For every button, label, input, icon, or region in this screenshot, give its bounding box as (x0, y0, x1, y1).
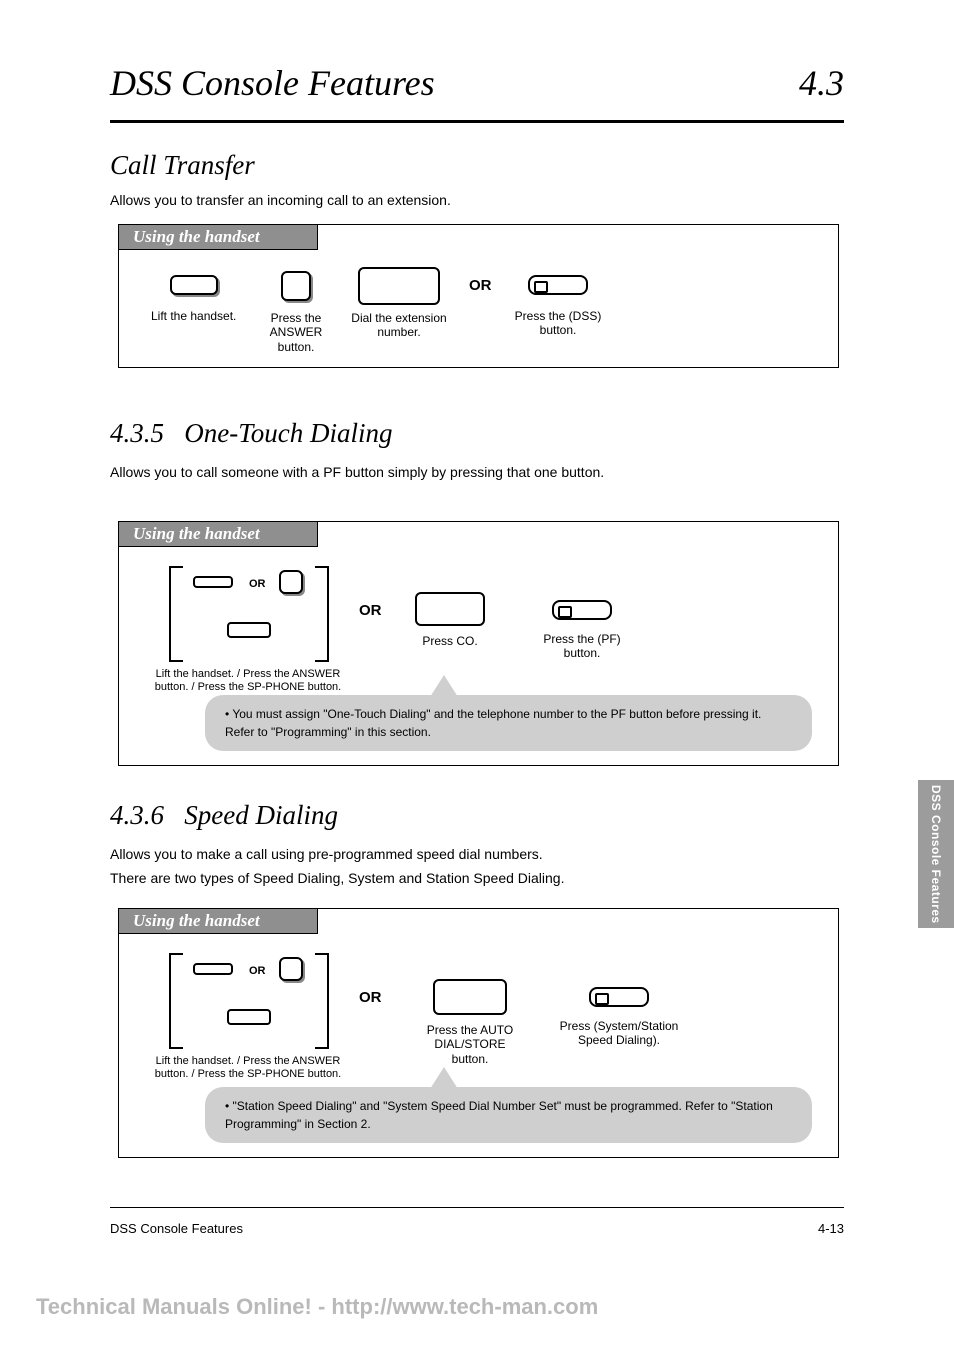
step-label: Press (System/Station Speed Dialing). (549, 1019, 689, 1048)
subsection3-heading: 4.3.6 Speed Dialing (110, 800, 338, 831)
answer-button-icon (279, 957, 303, 981)
handset-icon (193, 576, 233, 588)
step-label: Press CO. (415, 634, 485, 648)
step-label: Press the (PF) button. (537, 632, 627, 661)
s1a: Lift the handset. (156, 668, 234, 680)
step-2: Press CO. (415, 592, 485, 648)
dss-key-icon (528, 275, 588, 295)
subsection2-title: One-Touch Dialing (184, 418, 392, 448)
step-label: Press the ANSWER button. (259, 311, 333, 354)
or-small: OR (249, 965, 266, 977)
footer-right: 4-13 (818, 1221, 844, 1236)
co-icon (415, 592, 485, 626)
answer-button-icon (279, 570, 303, 594)
s1c: Press the SP-PHONE button. (198, 1068, 342, 1080)
step-3: Press the (PF) button. (537, 600, 627, 661)
spphone-icon (227, 1009, 271, 1025)
pf-key-icon (552, 600, 612, 620)
speed-dial-key-icon (589, 987, 649, 1007)
top-divider (110, 120, 844, 123)
subsection3-intro: Allows you to make a call using pre-prog… (110, 843, 844, 891)
answer-button-icon (281, 271, 311, 301)
subsection1-intro: Allows you to transfer an incoming call … (110, 192, 451, 208)
or-label: OR (469, 277, 492, 294)
step-4: Press the (DSS) button. (513, 275, 603, 338)
step-label: Lift the handset. (151, 309, 236, 323)
or-small: OR (249, 578, 266, 590)
step-3: Press (System/Station Speed Dialing). (549, 987, 689, 1048)
step-label: Dial the extension number. (351, 311, 447, 340)
step-2: Press the AUTO DIAL/STORE button. (415, 979, 525, 1066)
step-1-group: OR (169, 566, 329, 662)
s1a: Lift the handset. (156, 1055, 234, 1067)
bracket-left-icon (169, 953, 183, 1049)
handset-icon (193, 963, 233, 975)
autodial-icon (433, 979, 507, 1015)
subsection2-number: 4.3.5 (110, 418, 164, 448)
step-1: Lift the handset. (151, 275, 236, 323)
tip-text: • "Station Speed Dialing" and "System Sp… (225, 1099, 773, 1131)
bracket-right-icon (315, 566, 329, 662)
subsection2-intro: Allows you to call someone with a PF but… (110, 461, 844, 485)
panel-one-touch: Using the handset OR Lift the handset. /… (118, 521, 839, 766)
bracket-left-icon (169, 566, 183, 662)
step-label: Press the (DSS) button. (513, 309, 603, 338)
keypad-icon (358, 267, 440, 305)
side-tab: DSS Console Features (918, 780, 954, 928)
page: DSS Console Features 4.3 Call Transfer A… (0, 0, 954, 1348)
s1c: Press the SP-PHONE button. (198, 681, 342, 693)
tip-bubble: • "Station Speed Dialing" and "System Sp… (205, 1087, 812, 1143)
or-big: OR (359, 989, 382, 1006)
watermark: Technical Manuals Online! - http://www.t… (36, 1294, 598, 1320)
or-big: OR (359, 602, 382, 619)
handset-icon (170, 275, 218, 295)
step-1-group: OR (169, 953, 329, 1049)
step-1-label: Lift the handset. / Press the ANSWER but… (143, 1055, 353, 1081)
section-number: 4.3 (799, 62, 844, 104)
intro-b: There are two types of Speed Dialing, Sy… (110, 870, 564, 886)
step-3: Dial the extension number. (351, 267, 447, 340)
step-1-label: Lift the handset. / Press the ANSWER but… (143, 668, 353, 694)
section-title: DSS Console Features (110, 62, 435, 104)
spphone-icon (227, 622, 271, 638)
step-label: Press the AUTO DIAL/STORE button. (415, 1023, 525, 1066)
subsection2-heading: 4.3.5 One-Touch Dialing (110, 418, 393, 449)
bottom-divider (110, 1207, 844, 1208)
intro-a: Allows you to make a call using pre-prog… (110, 846, 543, 862)
subsection3-title: Speed Dialing (184, 800, 338, 830)
step-2: Press the ANSWER button. (259, 271, 333, 354)
footer-left: DSS Console Features (110, 1221, 243, 1236)
tip-text: • You must assign "One-Touch Dialing" an… (225, 707, 761, 739)
tip-bubble: • You must assign "One-Touch Dialing" an… (205, 695, 812, 751)
bracket-right-icon (315, 953, 329, 1049)
subsection1-title: Call Transfer (110, 150, 255, 181)
subsection3-number: 4.3.6 (110, 800, 164, 830)
panel-speed-dial: Using the handset OR Lift the handset. /… (118, 908, 839, 1158)
panel-call-transfer: Using the handset Lift the handset. Pres… (118, 224, 839, 368)
